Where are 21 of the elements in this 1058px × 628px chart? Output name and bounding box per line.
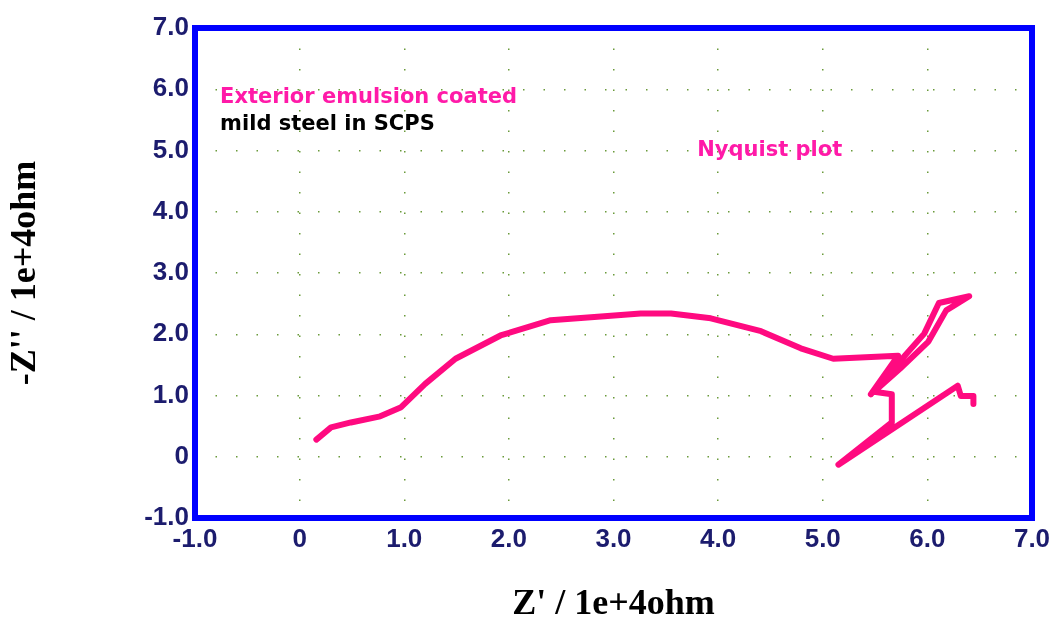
y-tick-label: 3.0 (152, 256, 189, 287)
x-tick-label: 2.0 (490, 522, 527, 553)
x-tick-label: 3.0 (595, 522, 632, 553)
y-tick-label: 0 (174, 439, 189, 470)
x-tick-label: 7.0 (1013, 522, 1051, 553)
y-axis-title: -Z'' / 1e+4ohm (2, 160, 43, 386)
annotation: mild steel in SCPS (220, 111, 435, 136)
x-axis-title: Z' / 1e+4ohm (512, 581, 715, 622)
annotation: Nyquist plot (697, 136, 843, 161)
x-tick-label: 5.0 (804, 522, 841, 553)
annotation: Exterior emulsion coated (220, 84, 517, 109)
y-tick-label: 2.0 (152, 317, 189, 348)
x-tick-label: 1.0 (386, 522, 423, 553)
y-tick-label: 5.0 (152, 133, 189, 164)
x-tick-label: 0 (292, 522, 307, 553)
x-tick-label: 6.0 (909, 522, 946, 553)
y-tick-label: 4.0 (152, 194, 189, 225)
y-tick-label: 7.0 (152, 11, 189, 42)
y-tick-label: 1.0 (152, 378, 189, 409)
x-tick-label: 4.0 (700, 522, 737, 553)
y-tick-label: 6.0 (152, 72, 189, 103)
